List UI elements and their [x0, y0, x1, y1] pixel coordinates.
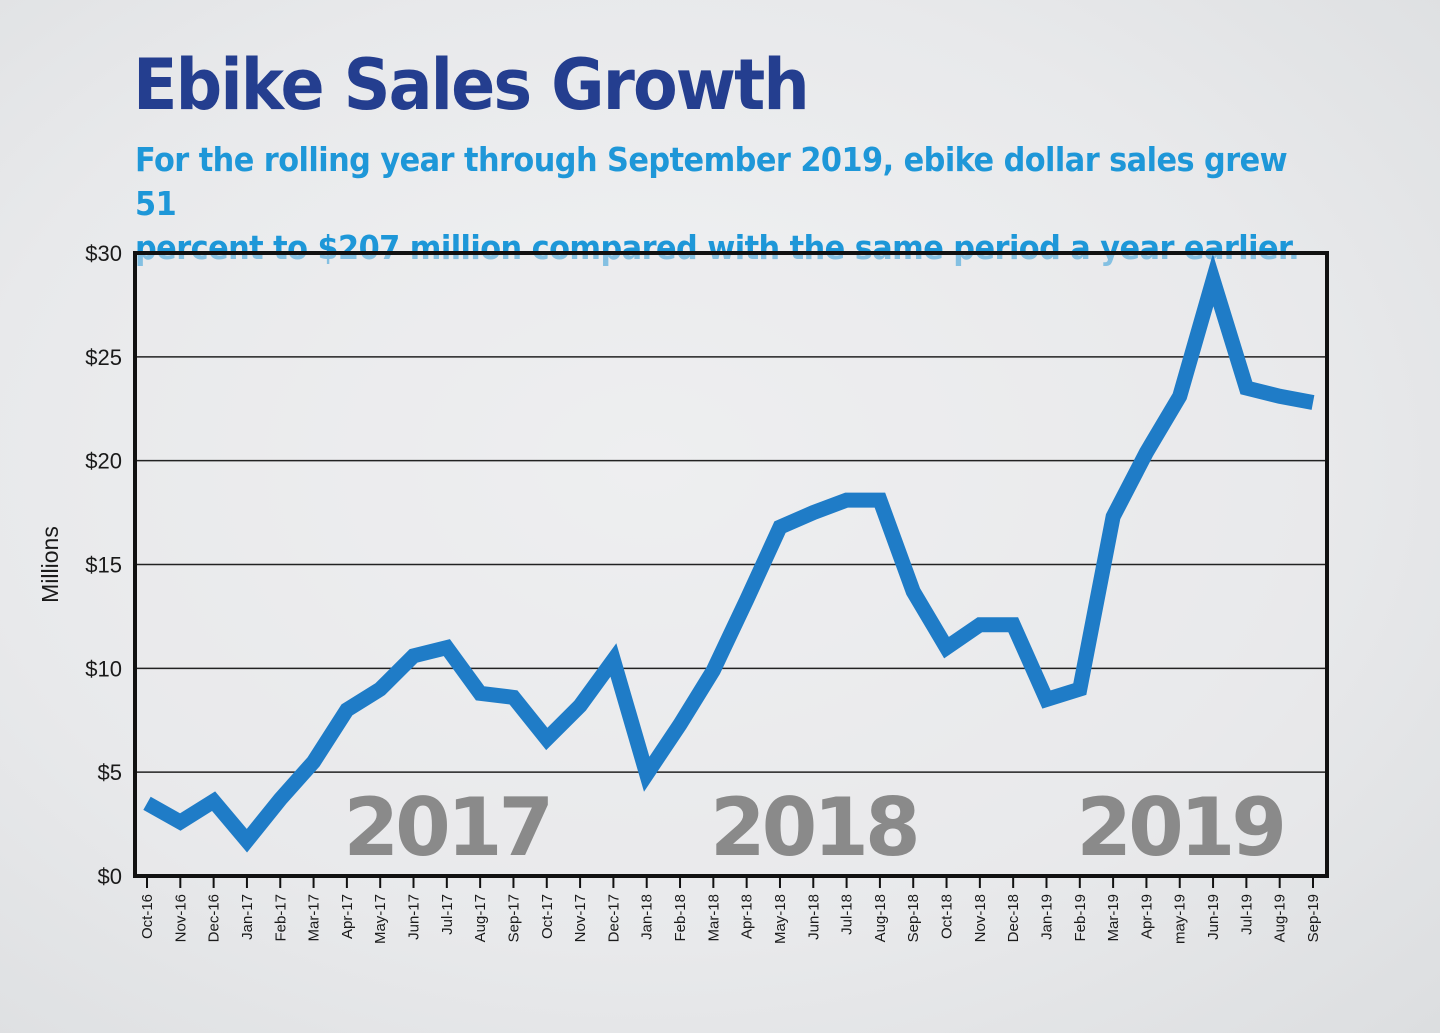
y-tick-label: $0 — [98, 864, 122, 889]
year-annotation: 2019 — [1076, 781, 1283, 874]
x-tick-label: May-18 — [772, 894, 789, 944]
x-tick-label: Jun-18 — [805, 894, 822, 940]
x-tick-label: Sep-18 — [905, 894, 922, 942]
x-tick-label: Jan-19 — [1038, 894, 1055, 940]
year-annotation: 2017 — [344, 781, 551, 874]
x-axis-ticks: Oct-16 Nov-16 Dec-16 Jan-17 Feb-17 Mar-17 Apr-… — [139, 876, 1322, 944]
chart-title: Ebike Sales Growth — [133, 44, 810, 126]
y-tick-label: $20 — [85, 449, 122, 474]
x-tick-label: Oct-16 — [139, 894, 156, 939]
plot-frame — [133, 251, 1329, 878]
x-tick-label: Feb-18 — [672, 894, 689, 942]
x-tick-label: Mar-19 — [1105, 894, 1122, 942]
x-tick-label: Dec-16 — [206, 894, 223, 942]
y-axis-label: Millions — [37, 526, 63, 603]
x-tick-label: May-17 — [372, 894, 389, 944]
x-tick-label: Aug-19 — [1272, 894, 1289, 942]
x-tick-label: Jan-18 — [639, 894, 656, 940]
series-line — [143, 253, 1315, 853]
x-tick-label: Jul-19 — [1238, 894, 1255, 935]
x-tick-label: Aug-17 — [472, 894, 489, 942]
x-tick-label: Mar-17 — [306, 894, 323, 942]
x-tick-label: Nov-18 — [972, 894, 989, 942]
x-tick-label: may-19 — [1172, 894, 1189, 944]
x-tick-label: Apr-19 — [1138, 894, 1155, 939]
x-tick-label: Apr-18 — [739, 894, 756, 939]
x-tick-label: Oct-17 — [539, 894, 556, 939]
y-tick-label: $30 — [85, 241, 122, 266]
x-tick-label: Aug-18 — [872, 894, 889, 942]
y-tick-label: $10 — [85, 656, 122, 681]
x-tick-label: Jul-18 — [839, 894, 856, 935]
gridlines — [135, 356, 1327, 773]
x-tick-label: Mar-18 — [705, 894, 722, 942]
y-tick-label: $15 — [85, 553, 122, 578]
year-annotations: 2017 2018 2019 — [344, 781, 1288, 874]
x-tick-label: Nov-17 — [572, 894, 589, 942]
y-tick-label: $25 — [85, 345, 122, 370]
x-tick-label: Nov-16 — [172, 894, 189, 942]
x-tick-label: Apr-17 — [339, 894, 356, 939]
x-tick-label: Jan-17 — [239, 894, 256, 940]
x-tick-label: Feb-19 — [1072, 894, 1089, 942]
x-tick-label: Feb-17 — [272, 894, 289, 942]
x-tick-label: Jun-19 — [1205, 894, 1222, 940]
x-tick-label: Dec-18 — [1005, 894, 1022, 942]
x-tick-label: Jun-17 — [406, 894, 423, 940]
x-tick-label: Jul-17 — [439, 894, 456, 935]
y-axis-ticks: $0 $5 $10 $15 $20 $25 $30 — [85, 241, 122, 889]
x-tick-label: Sep-17 — [505, 894, 522, 942]
x-tick-label: Dec-17 — [605, 894, 622, 942]
x-tick-label: Sep-19 — [1305, 894, 1322, 942]
y-tick-label: $5 — [98, 760, 122, 785]
subtitle-line-1: For the rolling year through September 2… — [135, 140, 1288, 223]
x-tick-label: Oct-18 — [939, 894, 956, 939]
year-annotation: 2018 — [710, 781, 917, 874]
